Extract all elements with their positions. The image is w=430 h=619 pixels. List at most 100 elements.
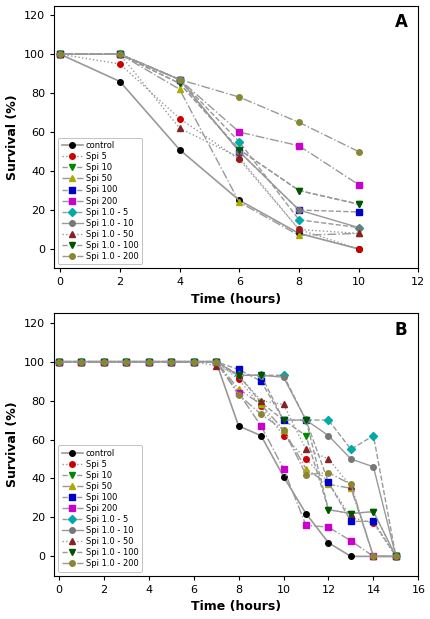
Line: Spi 10: Spi 10	[57, 51, 361, 207]
Spi 5	[303, 456, 308, 463]
Spi 1.0 - 200	[296, 119, 301, 126]
Spi 100	[56, 358, 61, 365]
Spi 1.0 - 5	[78, 358, 83, 365]
control	[56, 358, 61, 365]
Spi 50	[56, 358, 61, 365]
Spi 5	[258, 403, 263, 410]
Spi 100	[296, 206, 301, 214]
Spi 1.0 - 100	[213, 358, 218, 365]
Spi 200	[123, 358, 129, 365]
Line: Spi 10: Spi 10	[55, 358, 399, 560]
Spi 100	[146, 358, 151, 365]
Spi 200	[303, 522, 308, 529]
Spi 1.0 - 50	[325, 456, 330, 463]
Spi 1.0 - 50	[58, 51, 63, 58]
Spi 1.0 - 50	[303, 446, 308, 453]
Spi 100	[213, 358, 218, 365]
Spi 50	[370, 553, 375, 560]
Spi 100	[123, 358, 129, 365]
Spi 1.0 - 10	[303, 417, 308, 424]
Spi 100	[355, 208, 360, 215]
Spi 50	[146, 358, 151, 365]
Line: Spi 1.0 - 100: Spi 1.0 - 100	[55, 358, 399, 560]
Spi 1.0 - 5	[236, 138, 241, 145]
Spi 1.0 - 5	[117, 51, 122, 58]
Spi 1.0 - 50	[117, 51, 122, 58]
control	[213, 358, 218, 365]
Spi 50	[58, 51, 63, 58]
Spi 1.0 - 50	[355, 230, 360, 237]
Spi 5	[58, 51, 63, 58]
control	[303, 510, 308, 517]
Line: control: control	[56, 359, 398, 559]
Spi 5	[325, 478, 330, 486]
Spi 1.0 - 100	[78, 358, 83, 365]
Spi 1.0 - 5	[168, 358, 173, 365]
Spi 100	[236, 366, 241, 373]
Spi 1.0 - 10	[146, 358, 151, 365]
Line: control: control	[57, 51, 361, 252]
Spi 1.0 - 100	[190, 358, 196, 365]
Spi 1.0 - 200	[236, 93, 241, 101]
Spi 50	[101, 358, 106, 365]
Line: Spi 1.0 - 50: Spi 1.0 - 50	[57, 51, 361, 237]
Spi 1.0 - 50	[280, 400, 286, 408]
control	[258, 432, 263, 439]
Spi 200	[168, 358, 173, 365]
Spi 5	[236, 376, 241, 383]
control	[58, 51, 63, 58]
Spi 5	[190, 358, 196, 365]
control	[123, 358, 129, 365]
Spi 1.0 - 200	[101, 358, 106, 365]
Spi 5	[213, 358, 218, 365]
Spi 50	[355, 230, 360, 237]
Line: Spi 1.0 - 200: Spi 1.0 - 200	[57, 51, 361, 154]
Spi 5	[56, 358, 61, 365]
Spi 50	[325, 480, 330, 488]
Spi 10	[78, 358, 83, 365]
Spi 50	[347, 485, 353, 492]
control	[236, 197, 241, 204]
Line: Spi 200: Spi 200	[57, 51, 361, 188]
Spi 100	[258, 378, 263, 385]
Spi 1.0 - 50	[146, 358, 151, 365]
Spi 10	[236, 146, 241, 154]
Spi 1.0 - 5	[177, 76, 182, 84]
Spi 1.0 - 50	[393, 553, 398, 560]
Spi 1.0 - 100	[56, 358, 61, 365]
Spi 1.0 - 5	[101, 358, 106, 365]
Spi 200	[190, 358, 196, 365]
Spi 1.0 - 5	[56, 358, 61, 365]
Spi 10	[58, 51, 63, 58]
Spi 1.0 - 100	[258, 371, 263, 379]
Spi 1.0 - 100	[146, 358, 151, 365]
Spi 50	[213, 358, 218, 365]
Spi 200	[258, 422, 263, 430]
Line: Spi 100: Spi 100	[57, 51, 361, 215]
Spi 200	[347, 537, 353, 545]
Spi 1.0 - 200	[258, 410, 263, 418]
Line: Spi 1.0 - 50: Spi 1.0 - 50	[55, 358, 399, 560]
Spi 5	[296, 226, 301, 233]
Spi 1.0 - 200	[168, 358, 173, 365]
Spi 1.0 - 100	[177, 80, 182, 87]
Spi 50	[168, 358, 173, 365]
Spi 100	[370, 517, 375, 525]
control	[190, 358, 196, 365]
Spi 10	[190, 358, 196, 365]
Spi 1.0 - 200	[190, 358, 196, 365]
Spi 50	[393, 553, 398, 560]
Spi 1.0 - 200	[78, 358, 83, 365]
Line: Spi 50: Spi 50	[55, 358, 399, 560]
Line: Spi 1.0 - 10: Spi 1.0 - 10	[57, 51, 361, 230]
Spi 1.0 - 100	[236, 371, 241, 379]
Spi 1.0 - 200	[303, 471, 308, 478]
Line: Spi 100: Spi 100	[56, 359, 398, 559]
Spi 200	[78, 358, 83, 365]
Spi 1.0 - 10	[280, 373, 286, 381]
Spi 50	[258, 400, 263, 408]
Spi 1.0 - 5	[213, 358, 218, 365]
Legend: control, Spi 5, Spi 10, Spi 50, Spi 100, Spi 200, Spi 1.0 - 5, Spi 1.0 - 10, Spi: control, Spi 5, Spi 10, Spi 50, Spi 100,…	[58, 138, 141, 264]
control	[355, 245, 360, 253]
Spi 100	[280, 417, 286, 424]
